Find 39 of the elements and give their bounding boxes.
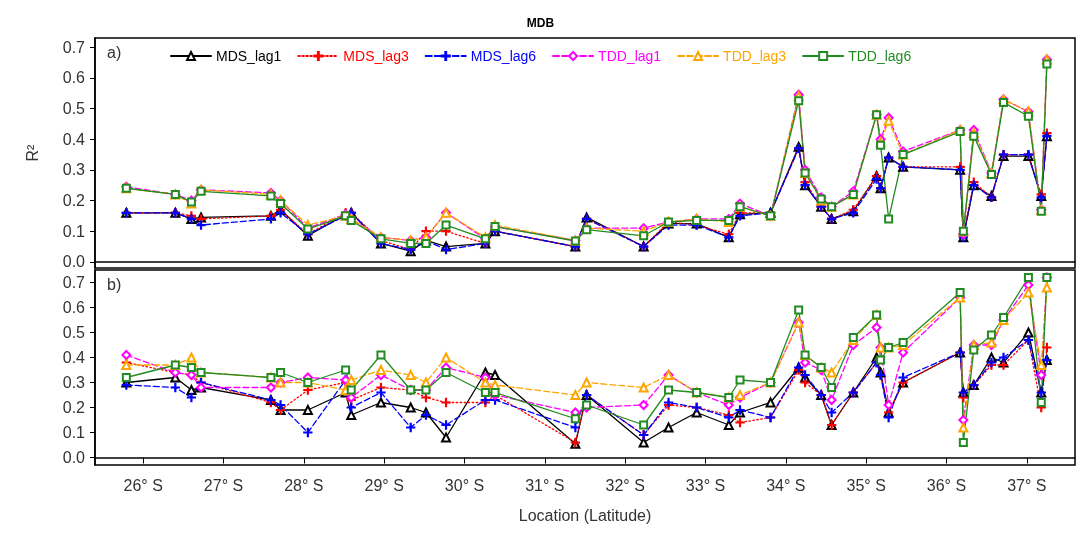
x-tick-label: 33° S	[685, 476, 726, 494]
annotation: a)	[107, 43, 122, 61]
x-tick-label: 31° S	[525, 476, 565, 494]
y-tick-label: 0.6	[62, 299, 86, 316]
legend-label: TDD_lag3	[723, 48, 787, 64]
x-axis-title: Location (Latitude)	[518, 506, 652, 524]
y-tick-label: 0.2	[62, 399, 86, 416]
y-tick-label: 0.3	[62, 161, 86, 179]
y-tick-label: 0.0	[62, 449, 86, 466]
y-tick-label: 0.4	[62, 349, 86, 366]
legend-label: MDS_lag1	[216, 48, 282, 64]
legend-label: MDS_lag3	[343, 48, 409, 64]
x-tick-label: 34° S	[766, 476, 806, 494]
x-tick-label: 27° S	[203, 476, 244, 494]
y-tick-label: 0.7	[62, 274, 86, 291]
x-tick-label: 37° S	[1007, 476, 1047, 494]
x-tick-label: 26° S	[123, 476, 163, 494]
x-tick-label: 30° S	[444, 476, 485, 494]
y-tick-label: 0.2	[62, 192, 86, 210]
x-tick-label: 36° S	[926, 476, 967, 494]
legend-label: TDD_lag6	[848, 48, 912, 64]
legend-label: MDS_lag6	[470, 48, 537, 64]
chart-title: MDB	[526, 16, 555, 30]
x-tick-label: 35° S	[846, 476, 886, 494]
y-tick-label: 0.5	[62, 324, 86, 341]
y-tick-label: 0.0	[62, 253, 86, 271]
x-tick-label: 29° S	[364, 476, 404, 494]
y-tick-label: 0.5	[62, 100, 86, 118]
x-tick-label: 32° S	[605, 476, 645, 494]
annotation: b)	[107, 275, 122, 293]
y-axis-title: R²	[23, 143, 41, 162]
x-tick-label: 28° S	[284, 476, 324, 494]
y-tick-label: 0.7	[62, 38, 86, 56]
y-tick-label: 0.6	[62, 69, 86, 87]
y-tick-label: 0.1	[62, 424, 86, 441]
y-tick-label: 0.1	[62, 222, 86, 240]
legend-label: TDD_lag1	[598, 48, 662, 64]
y-tick-label: 0.3	[62, 374, 86, 391]
y-tick-label: 0.4	[62, 130, 86, 148]
